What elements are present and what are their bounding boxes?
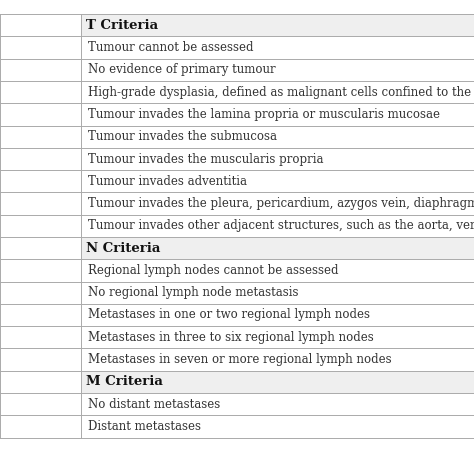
Text: High-grade dysplasia, defined as malignant cells confined to the epithe: High-grade dysplasia, defined as maligna… (88, 86, 474, 99)
Text: Metastases in one or two regional lymph nodes: Metastases in one or two regional lymph … (88, 309, 370, 321)
Text: Distant metastases: Distant metastases (88, 420, 201, 433)
Text: N Criteria: N Criteria (86, 242, 161, 255)
Text: M Criteria: M Criteria (86, 375, 163, 388)
Text: Tumour invades other adjacent structures, such as the aorta, vertebral b: Tumour invades other adjacent structures… (88, 219, 474, 232)
Text: Regional lymph nodes cannot be assessed: Regional lymph nodes cannot be assessed (88, 264, 338, 277)
Text: No regional lymph node metastasis: No regional lymph node metastasis (88, 286, 298, 299)
Text: Tumour invades adventitia: Tumour invades adventitia (88, 175, 246, 188)
Bar (81, 237, 474, 259)
Text: T Criteria: T Criteria (86, 19, 158, 32)
Text: Metastases in three to six regional lymph nodes: Metastases in three to six regional lymp… (88, 331, 374, 344)
Text: No evidence of primary tumour: No evidence of primary tumour (88, 64, 275, 76)
Bar (81, 14, 474, 36)
Text: No distant metastases: No distant metastases (88, 398, 220, 410)
Text: Tumour cannot be assessed: Tumour cannot be assessed (88, 41, 253, 54)
Text: Tumour invades the submucosa: Tumour invades the submucosa (88, 130, 277, 143)
Text: Tumour invades the muscularis propria: Tumour invades the muscularis propria (88, 153, 323, 165)
Text: Tumour invades the pleura, pericardium, azygos vein, diaphragm, or p: Tumour invades the pleura, pericardium, … (88, 197, 474, 210)
Text: Metastases in seven or more regional lymph nodes: Metastases in seven or more regional lym… (88, 353, 392, 366)
Text: Tumour invades the lamina propria or muscularis mucosae: Tumour invades the lamina propria or mus… (88, 108, 440, 121)
Bar (81, 371, 474, 393)
